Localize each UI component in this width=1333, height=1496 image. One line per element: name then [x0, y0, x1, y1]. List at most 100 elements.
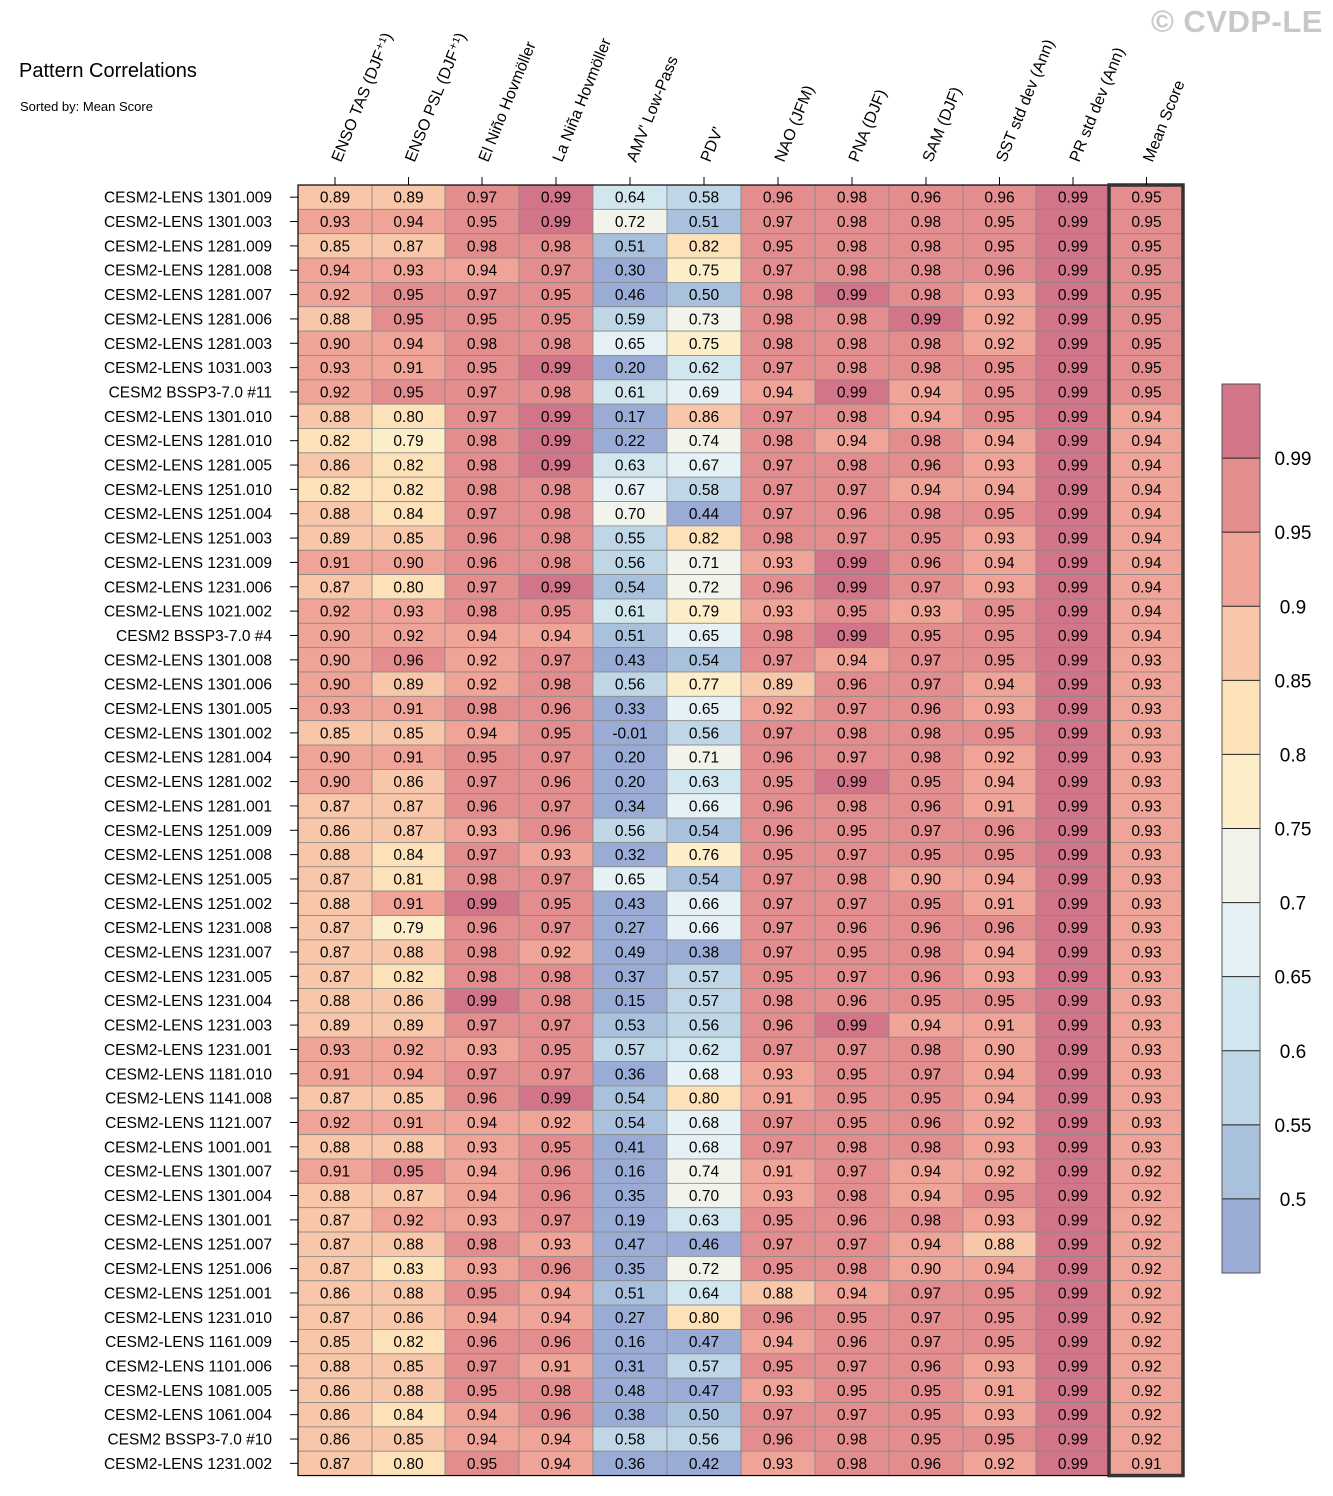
heatmap-cell: [814, 817, 890, 843]
heatmap-cell: [814, 598, 890, 624]
cell-value: 0.99: [541, 458, 571, 475]
cell-value: 0.85: [393, 1091, 423, 1108]
cell-value: 0.50: [689, 1407, 720, 1424]
heatmap-cell: [1109, 1207, 1184, 1233]
cell-value: 0.98: [837, 1261, 867, 1278]
row-label: CESM2-LENS 1251.006: [104, 1261, 272, 1278]
cell-value: 0.97: [763, 506, 793, 523]
cell-value: 0.94: [1131, 628, 1162, 645]
cell-value: 0.87: [320, 920, 350, 937]
heatmap-cell: [962, 1304, 1037, 1330]
cell-value: 0.95: [393, 287, 423, 304]
cell-value: 0.92: [393, 628, 423, 645]
heatmap-cell: [1109, 208, 1184, 235]
heatmap-cell: [1035, 890, 1111, 916]
heatmap-cell: [371, 1280, 446, 1306]
heatmap-cell: [814, 866, 890, 892]
heatmap-cell: [962, 233, 1037, 259]
colorbar-swatch: [1222, 1124, 1260, 1199]
cell-value: 0.95: [763, 969, 793, 986]
heatmap-cell: [518, 890, 594, 916]
row-label: CESM2-LENS 1281.003: [104, 336, 272, 353]
cell-value: 0.87: [393, 238, 423, 255]
cell-value: 0.93: [763, 1456, 793, 1473]
cell-value: 0.93: [1131, 652, 1161, 669]
cell-value: 0.96: [984, 823, 1014, 840]
colorbar-tick-label: 0.6: [1280, 1042, 1306, 1063]
row-label: CESM2-LENS 1231.004: [104, 993, 272, 1010]
cell-value: 0.89: [393, 190, 423, 207]
cell-value: 0.77: [689, 677, 719, 694]
cell-value: 0.94: [984, 1261, 1015, 1278]
cell-value: 0.91: [984, 798, 1014, 815]
heatmap-cell: [666, 1207, 742, 1233]
heatmap-cell: [1035, 842, 1111, 868]
cell-value: 0.89: [320, 190, 350, 207]
cell-value: 0.99: [1058, 1091, 1088, 1108]
cell-value: 0.87: [320, 1261, 350, 1278]
cell-value: 0.98: [467, 969, 497, 986]
cell-value: 0.93: [1131, 1066, 1161, 1083]
heatmap-cell: [666, 1134, 742, 1160]
cell-value: 0.96: [467, 531, 497, 548]
heatmap-cell: [666, 1304, 742, 1330]
cell-value: 0.46: [689, 1237, 719, 1254]
cell-value: 0.94: [984, 482, 1015, 499]
heatmap-cell: [814, 549, 890, 576]
cell-value: 0.96: [541, 1261, 571, 1278]
cell-value: 0.98: [837, 311, 867, 328]
row-label: CESM2-LENS 1231.002: [104, 1456, 272, 1473]
cell-value: 0.93: [984, 458, 1014, 475]
row-label: CESM2-LENS 1301.003: [104, 214, 272, 231]
heatmap-cell: [1035, 793, 1111, 819]
cell-value: 0.94: [763, 384, 794, 401]
heatmap-cell: [518, 428, 594, 454]
cell-value: 0.94: [467, 725, 498, 742]
heatmap-cell: [297, 1426, 373, 1452]
cell-value: 0.95: [911, 993, 941, 1010]
heatmap-cell: [444, 647, 520, 673]
cell-value: 0.96: [984, 190, 1014, 207]
heatmap-cell: [814, 939, 890, 965]
cell-value: 0.97: [467, 774, 497, 791]
cell-value: 0.97: [541, 1018, 571, 1035]
heatmap-cell: [888, 379, 964, 405]
heatmap-cell: [888, 355, 964, 381]
cell-value: 0.97: [541, 750, 571, 767]
heatmap-cell: [1035, 647, 1111, 673]
heatmap-cell: [814, 379, 890, 405]
cell-value: 0.90: [393, 555, 424, 572]
cell-value: 0.91: [393, 1115, 423, 1132]
cell-value: 0.98: [837, 1139, 867, 1156]
heatmap-cell: [371, 476, 446, 502]
cell-value: 0.97: [837, 750, 867, 767]
heatmap-cell: [444, 1134, 520, 1160]
cell-value: 0.98: [467, 871, 497, 888]
cell-value: 0.98: [763, 628, 793, 645]
heatmap-cell: [888, 1182, 964, 1209]
cell-value: 0.99: [1058, 774, 1088, 791]
cell-value: 0.97: [837, 531, 867, 548]
heatmap-cell: [444, 1207, 520, 1233]
cell-value: 0.92: [320, 287, 350, 304]
cell-value: 0.94: [467, 628, 498, 645]
row-label: CESM2-LENS 1061.004: [104, 1407, 272, 1424]
cell-value: 0.98: [467, 945, 497, 962]
cell-value: 0.54: [615, 579, 646, 596]
colorbar-swatch: [1222, 606, 1260, 681]
cell-value: 0.68: [689, 1115, 719, 1132]
heatmap-cell: [592, 1280, 668, 1306]
cell-value: 0.16: [615, 1164, 645, 1181]
cell-value: 0.96: [984, 263, 1014, 280]
heatmap-cell: [1035, 598, 1111, 624]
heatmap-cell: [592, 720, 668, 746]
heatmap-cell: [444, 720, 520, 746]
heatmap-cell: [962, 1450, 1037, 1476]
cell-value: 0.63: [689, 774, 719, 791]
cell-value: 0.95: [541, 311, 571, 328]
cell-value: 0.87: [320, 1456, 350, 1473]
heatmap-cell: [1109, 1402, 1184, 1428]
heatmap-cell: [888, 1256, 964, 1282]
heatmap-cell: [297, 330, 373, 356]
heatmap-cell: [444, 525, 520, 551]
